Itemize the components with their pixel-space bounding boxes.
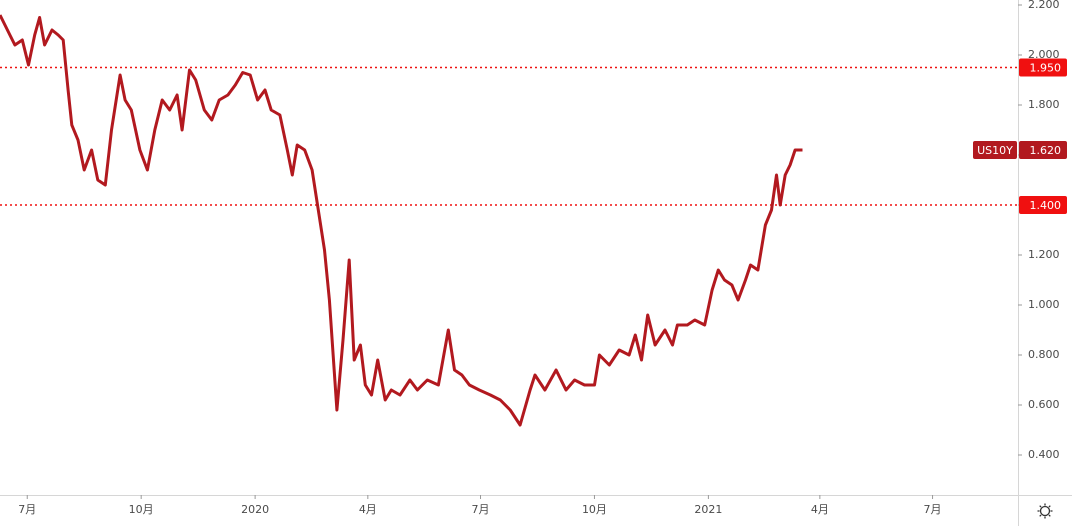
y-tick-label: 1.800 — [1028, 98, 1060, 111]
x-tick-label: 7月 — [18, 503, 36, 516]
x-tick-label: 10月 — [582, 503, 607, 516]
y-tick-label: 2.000 — [1028, 48, 1060, 61]
hline-label-bg — [1019, 58, 1067, 77]
y-tick-label: 0.800 — [1028, 348, 1060, 361]
x-tick-label: 10月 — [129, 503, 154, 516]
settings-icon[interactable] — [1037, 503, 1053, 519]
y-tick-label: 2.200 — [1028, 0, 1060, 11]
price-label: 1.620 — [1030, 144, 1062, 157]
x-tick-label: 2021 — [694, 503, 722, 516]
hline-label: 1.400 — [1030, 199, 1062, 212]
x-tick-label: 4月 — [811, 503, 829, 516]
y-tick-label: 1.000 — [1028, 298, 1060, 311]
y-tick-label: 0.400 — [1028, 448, 1060, 461]
series-name-bg — [973, 141, 1017, 159]
y-tick-label: 0.600 — [1028, 398, 1060, 411]
hline-label-bg — [1019, 196, 1067, 214]
hline-label: 1.950 — [1030, 62, 1062, 75]
x-tick-label: 4月 — [359, 503, 377, 516]
y-tick-label: 1.200 — [1028, 248, 1060, 261]
x-tick-label: 2020 — [241, 503, 269, 516]
x-tick-label: 7月 — [924, 503, 942, 516]
line-series — [0, 14, 803, 427]
price-label-bg — [1019, 141, 1067, 159]
x-tick-label: 7月 — [472, 503, 490, 516]
series-name: US10Y — [977, 144, 1013, 157]
